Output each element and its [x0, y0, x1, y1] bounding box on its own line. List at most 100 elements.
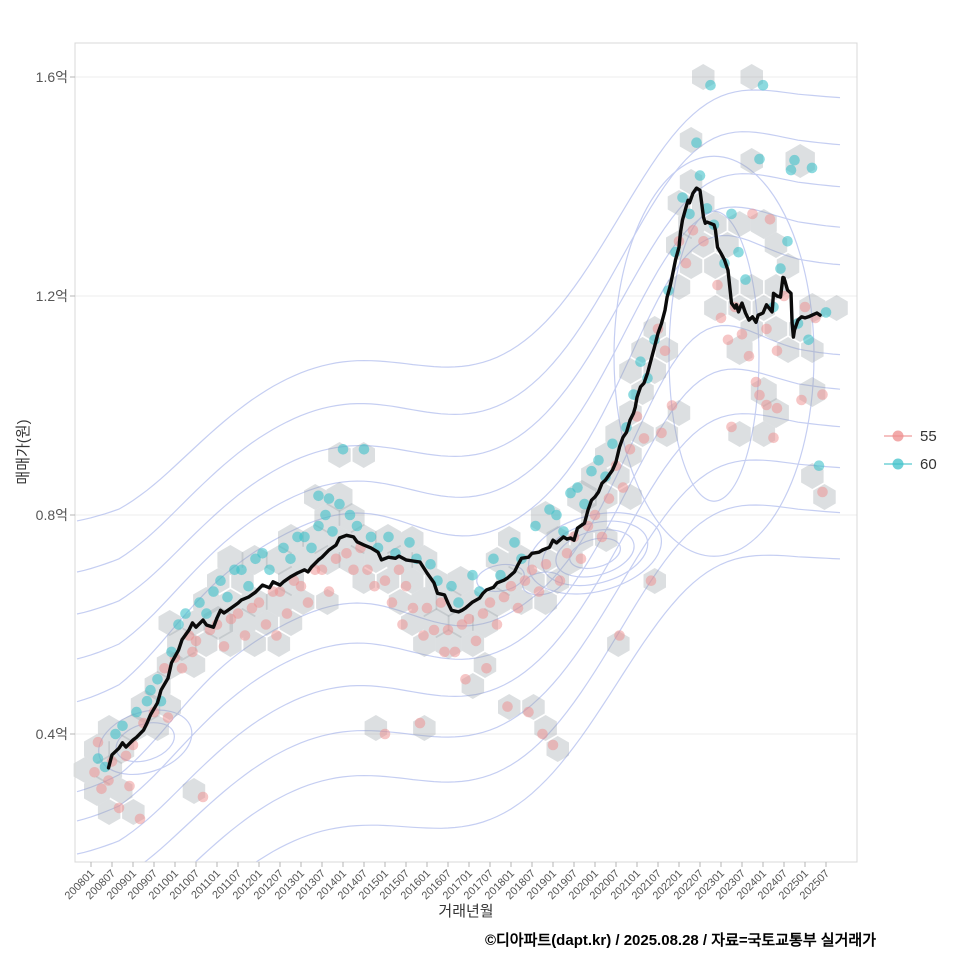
scatter-point-60	[789, 154, 800, 166]
scatter-point-60	[488, 553, 499, 565]
scatter-point-55	[316, 564, 328, 576]
scatter-point-55	[540, 559, 552, 570]
scatter-point-55	[645, 575, 657, 586]
scatter-point-55	[418, 630, 429, 641]
scatter-point-55	[449, 646, 461, 658]
scatter-point-55	[589, 509, 601, 521]
scatter-point-55	[89, 767, 100, 778]
scatter-point-60	[201, 608, 212, 619]
scatter-point-60	[572, 482, 583, 493]
hexbin-cell	[655, 421, 679, 447]
scatter-point-55	[761, 399, 772, 411]
scatter-point-55	[162, 712, 174, 723]
scatter-layer	[89, 79, 832, 825]
scatter-point-55	[386, 597, 398, 608]
scatter-point-55	[120, 750, 132, 762]
scatter-point-60	[726, 208, 737, 220]
scatter-point-60	[803, 334, 814, 346]
scatter-point-55	[463, 613, 475, 625]
hexbin-cell	[84, 734, 110, 764]
scatter-point-55	[680, 257, 692, 269]
scatter-point-60	[495, 569, 506, 581]
hexbin-cell	[740, 64, 763, 90]
scatter-point-55	[414, 717, 426, 729]
scatter-point-60	[236, 564, 247, 576]
scatter-point-55	[722, 334, 734, 346]
hexbin-cell	[631, 337, 654, 363]
scatter-point-55	[197, 791, 209, 803]
scatter-point-60	[222, 591, 233, 603]
scatter-point-55	[232, 608, 244, 619]
scatter-point-55	[575, 553, 587, 565]
scatter-point-60	[733, 246, 744, 258]
scatter-point-60	[586, 465, 597, 477]
scatter-point-60	[775, 263, 786, 274]
hexbin-cell	[716, 274, 739, 300]
scatter-point-55	[715, 312, 727, 324]
contour-ring	[569, 537, 621, 570]
scatter-point-60	[782, 236, 793, 247]
scatter-point-60	[264, 564, 275, 576]
scatter-point-55	[435, 597, 447, 608]
scatter-point-55	[134, 813, 146, 825]
scatter-point-55	[523, 706, 534, 718]
series-60	[92, 79, 832, 773]
scatter-point-55	[603, 493, 615, 504]
legend-label: 60	[920, 456, 937, 473]
scatter-point-55	[743, 350, 755, 362]
scatter-point-55	[519, 575, 531, 586]
legend-label: 55	[920, 428, 937, 445]
contour-ring	[555, 529, 635, 578]
scatter-point-60	[313, 490, 324, 502]
scatter-point-55	[771, 345, 783, 357]
contour-line	[143, 459, 841, 862]
legend-point-marker	[892, 430, 904, 442]
hexbin-cell	[352, 442, 375, 468]
contour-line	[76, 131, 841, 573]
scatter-point-60	[705, 79, 716, 91]
scatter-point-60	[117, 720, 128, 732]
scatter-point-60	[425, 559, 436, 570]
legend-point-marker	[892, 458, 904, 470]
scatter-point-55	[617, 482, 629, 493]
scatter-point-60	[593, 455, 604, 466]
contour-line	[76, 89, 841, 522]
scatter-point-60	[404, 537, 415, 548]
hexbin-cell	[825, 295, 848, 321]
scatter-point-55	[379, 575, 391, 586]
hexbin-cell	[291, 547, 315, 573]
contour-line	[255, 554, 841, 862]
scatter-point-60	[131, 706, 142, 718]
scatter-point-55	[159, 663, 170, 674]
hexbin-cell	[194, 631, 218, 657]
contour-line	[194, 504, 841, 862]
scatter-point-55	[656, 427, 667, 439]
scatter-point-60	[344, 509, 356, 521]
scatter-point-60	[285, 553, 296, 565]
scatter-point-60	[257, 548, 268, 559]
scatter-point-60	[351, 520, 363, 532]
legend-item-55[interactable]: 55	[884, 428, 937, 445]
trend-line	[106, 186, 822, 770]
scatter-point-60	[320, 509, 331, 521]
scatter-point-60	[313, 520, 324, 532]
attribution-text: ©디아파트(dapt.kr) / 2025.08.28 / 자료=국토교통부 실…	[485, 932, 876, 949]
y-tick-label: 1.6억	[36, 69, 68, 85]
scatter-point-55	[596, 531, 608, 543]
scatter-point-55	[330, 553, 342, 565]
contour-line	[76, 324, 841, 793]
scatter-point-55	[502, 701, 513, 712]
scatter-point-55	[187, 646, 198, 658]
scatter-point-60	[299, 531, 310, 543]
scatter-point-55	[302, 597, 314, 608]
scatter-point-55	[460, 674, 471, 685]
scatter-point-60	[785, 164, 797, 176]
scatter-point-55	[103, 775, 114, 786]
legend-item-60[interactable]: 60	[884, 456, 937, 473]
scatter-point-60	[453, 597, 464, 608]
scatter-point-55	[614, 630, 625, 641]
scatter-point-55	[498, 591, 510, 603]
hexbin-cell	[764, 316, 788, 342]
